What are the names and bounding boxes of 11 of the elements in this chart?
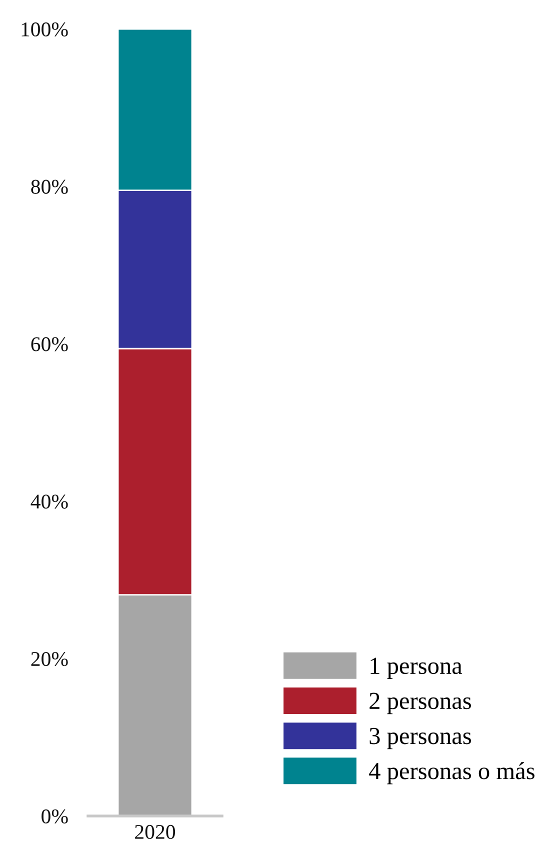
y-tick-label: 60% bbox=[31, 337, 68, 352]
y-tick-label: 80% bbox=[31, 180, 68, 194]
legend-label: 4 personas o más bbox=[369, 762, 534, 784]
y-tick-label: 40% bbox=[30, 494, 68, 509]
y-tick-label: 100% bbox=[22, 22, 68, 36]
legend-label: 2 personas bbox=[370, 692, 471, 714]
y-tick-label: 20% bbox=[31, 652, 68, 666]
legend-label: 3 personas bbox=[370, 728, 471, 750]
legend-label: 1 persona bbox=[370, 658, 462, 679]
y-tick-label: 0% bbox=[42, 809, 68, 824]
x-tick-label: 2020 bbox=[135, 824, 176, 839]
